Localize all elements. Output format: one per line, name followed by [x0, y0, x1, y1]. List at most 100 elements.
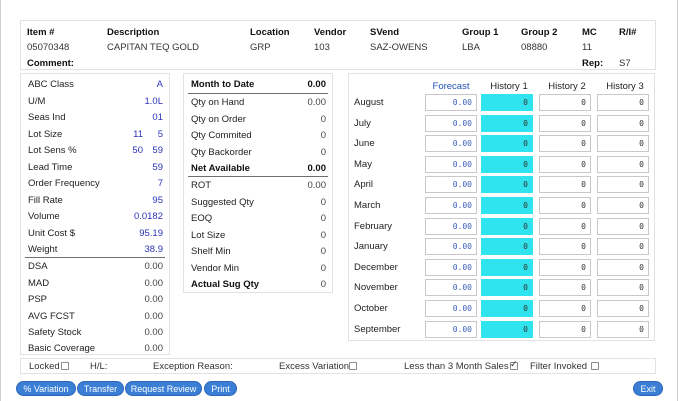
lead-time-row: Lead Time 59 — [21, 160, 169, 176]
history2-input[interactable]: 0 — [539, 155, 591, 173]
history2-input[interactable]: 0 — [539, 300, 591, 317]
history3-input[interactable]: 0 — [597, 258, 649, 276]
forecast-input[interactable]: 0.00 — [425, 197, 477, 214]
month-label: June — [354, 138, 375, 150]
forecast-input[interactable]: 0.00 — [425, 238, 477, 256]
transfer-button[interactable]: Transfer — [77, 381, 124, 396]
filter-invoked-checkbox[interactable] — [591, 362, 599, 370]
history2-input[interactable]: 0 — [539, 135, 591, 153]
history3-column-header: History 3 — [606, 81, 644, 92]
weight-label: Weight — [28, 244, 58, 255]
rep-value: S7 — [619, 58, 631, 69]
history2-input[interactable]: 0 — [539, 94, 591, 111]
lot-sens-value-1: 50 — [132, 145, 143, 156]
history1-input[interactable]: 0 — [481, 155, 533, 173]
excess-variation-checkbox[interactable] — [349, 362, 357, 370]
history3-input[interactable]: 0 — [597, 176, 649, 194]
history1-input[interactable]: 0 — [481, 238, 533, 256]
avg-fcst-row: AVG FCST 0.00 — [21, 309, 169, 325]
history3-input[interactable]: 0 — [597, 320, 649, 338]
forecast-input[interactable]: 0.00 — [425, 217, 477, 235]
basic-coverage-row: Basic Coverage 0.00 — [21, 341, 169, 357]
history1-input[interactable]: 0 — [481, 176, 533, 194]
vendor-min-row: Vendor Min 0 — [184, 261, 332, 277]
um-value: 1.0L — [144, 95, 164, 107]
fill-rate-row: Fill Rate 95 — [21, 193, 169, 209]
history1-input[interactable]: 0 — [481, 320, 533, 338]
history3-input[interactable]: 0 — [597, 300, 649, 317]
history1-input[interactable]: 0 — [481, 114, 533, 132]
history2-input[interactable]: 0 — [539, 197, 591, 214]
forecast-input[interactable]: 0.00 — [425, 94, 477, 111]
seas-ind-label: Seas Ind — [28, 112, 66, 123]
item-number-label: Item # — [27, 27, 55, 38]
history3-input[interactable]: 0 — [597, 197, 649, 214]
excess-variation-label: Excess Variation — [279, 361, 350, 372]
suggested-qty-value: 0 — [320, 196, 326, 208]
weight-row: Weight 38.9 — [21, 242, 169, 258]
group2-value: 08880 — [521, 42, 548, 53]
seas-ind-row: Seas Ind 01 — [21, 110, 169, 126]
month-label: July — [354, 117, 371, 129]
volume-row: Volume 0.0182 — [21, 209, 169, 225]
forecast-input[interactable]: 0.00 — [425, 258, 477, 276]
mad-row: MAD 0.00 — [21, 276, 169, 292]
history3-input[interactable]: 0 — [597, 94, 649, 111]
lot-sens-value-2: 59 — [152, 145, 163, 156]
history2-input[interactable]: 0 — [539, 320, 591, 338]
history3-input[interactable]: 0 — [597, 217, 649, 235]
lot-size-label: Lot Size — [28, 128, 63, 140]
rot-row: ROT 0.00 — [184, 178, 332, 194]
forecast-input[interactable]: 0.00 — [425, 114, 477, 132]
order-frequency-value: 7 — [157, 178, 163, 189]
lot-size-row: Lot Size 11 5 — [21, 127, 169, 143]
history1-input[interactable]: 0 — [481, 197, 533, 214]
lot-size-value-1: 11 — [133, 128, 143, 140]
variation-button[interactable]: % Variation — [16, 381, 76, 396]
unit-cost-label: Unit Cost $ — [28, 227, 75, 239]
history1-input[interactable]: 0 — [481, 300, 533, 317]
history2-input[interactable]: 0 — [539, 279, 591, 297]
forecast-input[interactable]: 0.00 — [425, 300, 477, 317]
description-label: Description — [107, 27, 160, 38]
actual-sug-qty-label: Actual Sug Qty — [191, 279, 260, 290]
month-label: September — [354, 323, 401, 335]
eoq-value: 0 — [320, 213, 326, 224]
forecast-input[interactable]: 0.00 — [425, 279, 477, 297]
history1-input[interactable]: 0 — [481, 135, 533, 153]
qty-on-hand-label: Qty on Hand — [191, 97, 245, 108]
forecast-input[interactable]: 0.00 — [425, 135, 477, 153]
exit-button[interactable]: Exit — [633, 381, 663, 396]
history3-input[interactable]: 0 — [597, 238, 649, 256]
qty-commited-label: Qty Commited — [191, 130, 252, 141]
abc-class-label: ABC Class — [28, 79, 74, 90]
history2-input[interactable]: 0 — [539, 217, 591, 235]
locked-checkbox[interactable] — [61, 362, 69, 370]
history1-input[interactable]: 0 — [481, 94, 533, 111]
history2-input[interactable]: 0 — [539, 114, 591, 132]
request-review-button[interactable]: Request Review — [125, 381, 202, 396]
month-label: April — [354, 179, 374, 191]
net-available-row: Net Available 0.00 — [184, 161, 332, 177]
history3-input[interactable]: 0 — [597, 279, 649, 297]
eoq-row: EOQ 0 — [184, 211, 332, 227]
history3-input[interactable]: 0 — [597, 114, 649, 132]
less-than-3-month-sales-checkbox[interactable] — [510, 359, 518, 370]
forecast-input[interactable]: 0.00 — [425, 176, 477, 194]
avg-fcst-value: 0.00 — [144, 310, 164, 322]
print-button[interactable]: Print — [204, 381, 237, 396]
history2-column-header: History 2 — [548, 81, 586, 92]
history1-input[interactable]: 0 — [481, 279, 533, 297]
history3-input[interactable]: 0 — [597, 155, 649, 173]
history1-input[interactable]: 0 — [481, 217, 533, 235]
history2-input[interactable]: 0 — [539, 238, 591, 256]
forecast-input[interactable]: 0.00 — [425, 320, 477, 338]
history2-input[interactable]: 0 — [539, 258, 591, 276]
history1-input[interactable]: 0 — [481, 258, 533, 276]
history3-input[interactable]: 0 — [597, 135, 649, 153]
forecast-input[interactable]: 0.00 — [425, 155, 477, 173]
history2-input[interactable]: 0 — [539, 176, 591, 194]
um-label: U/M — [28, 95, 46, 107]
lead-time-label: Lead Time — [28, 161, 73, 173]
flags-bar: Locked H/L: Exception Reason: Excess Var… — [20, 358, 656, 374]
